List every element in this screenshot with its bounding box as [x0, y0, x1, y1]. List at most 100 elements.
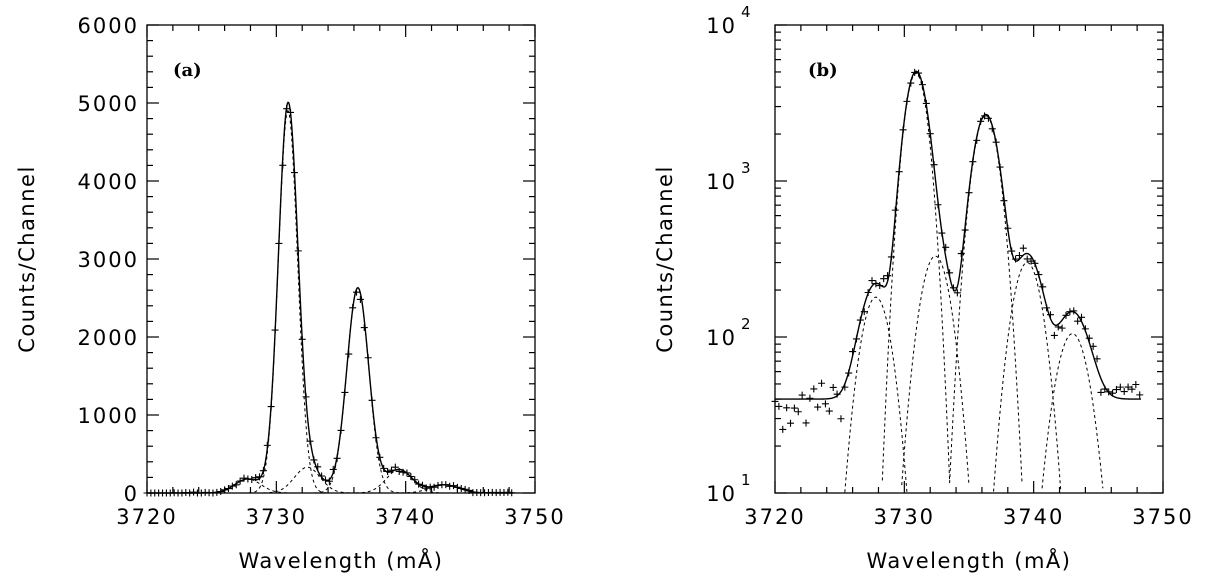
- panel-a-data-point: [290, 169, 298, 177]
- panel-b-data-point: [872, 280, 880, 288]
- panel-a-data-point: [368, 396, 376, 404]
- panel-a-data-point: [240, 474, 248, 482]
- panel-b-data-point: [1074, 317, 1082, 325]
- panel-a-data-point: [384, 467, 392, 475]
- panel-b-data-point: [891, 206, 899, 214]
- panel-b-data-point: [1027, 257, 1035, 265]
- panel-a-data-point: [186, 489, 194, 497]
- panel-b-component-curve-2: [881, 72, 951, 481]
- panel-a-data-point: [228, 482, 236, 490]
- panel-a-data-point: [415, 480, 423, 488]
- panel-a-data-point: [314, 463, 322, 471]
- panel-a-data-point: [263, 441, 271, 449]
- panel-b-component-curve-6: [1041, 333, 1104, 489]
- panel-a-data-point: [279, 161, 287, 169]
- panel-b-component-curve-1: [844, 296, 908, 493]
- panel-a-data-point: [298, 335, 306, 343]
- panel-b-data-point: [775, 402, 783, 410]
- panel-b-data-point: [794, 408, 802, 416]
- panel-b-y-tick-exponent: 3: [741, 159, 751, 177]
- panel-b-data-point: [864, 289, 872, 297]
- panel-b-data-point: [981, 112, 989, 120]
- panel-b-ticks: [774, 24, 1164, 494]
- panel-a-y-tick-label: 2000: [78, 326, 139, 350]
- panel-a-data-point: [418, 481, 426, 489]
- panel-b-data-point: [1046, 311, 1054, 319]
- panel-b-data-point: [779, 425, 787, 433]
- panel-b-data-point: [806, 394, 814, 402]
- panel-a-data-point: [321, 476, 329, 484]
- panel-b-data-point: [825, 407, 833, 415]
- panel-a-component-curve-5: [355, 469, 443, 494]
- panel-a-data-point: [329, 465, 337, 473]
- panel-b-data-point: [1019, 244, 1027, 252]
- panel-a-data-point: [356, 295, 364, 303]
- panel-b-data-point: [810, 385, 818, 393]
- panel-b-data-point: [977, 117, 985, 125]
- panel-a-data-point: [403, 469, 411, 477]
- panel-b-data-point: [1058, 324, 1066, 332]
- panel-a-labels: 3720 3730 3740 3750 0 1000 2000 3000 4000 5000 600…: [78, 14, 564, 529]
- panel-a-data-point: [376, 453, 384, 461]
- panel-a-data-point: [341, 388, 349, 396]
- panel-b-data-point: [1031, 259, 1039, 267]
- panel-b-data-point: [938, 229, 946, 237]
- panel-b-data-point: [1054, 323, 1062, 331]
- panel-a-data-point: [422, 484, 430, 492]
- panel-a-data-point: [453, 483, 461, 491]
- panel-a-y-tick-label: 3000: [78, 248, 139, 272]
- panel-b-data-point: [1000, 197, 1008, 205]
- panel-b-data-point: [887, 253, 895, 261]
- panel-a-data-point: [318, 472, 326, 480]
- panel-a-data-point: [224, 485, 232, 493]
- panel-a-data-point: [294, 247, 302, 255]
- panel-b-y-tick-label: 10: [706, 14, 737, 38]
- panel-b-data-point: [818, 379, 826, 387]
- panel-a-x-tick-label: 3720: [116, 505, 177, 529]
- panel-a-data-point: [197, 489, 205, 497]
- panel-a-data-point: [380, 464, 388, 472]
- panel-a-data-point: [360, 324, 368, 332]
- panel-b-data-points: [771, 68, 1144, 433]
- panel-b-component-curve-4: [949, 114, 1023, 484]
- panel-b-total-fit-line: [775, 70, 1142, 400]
- panel-b-x-tick-label: 3720: [744, 505, 805, 529]
- panel-a-data-point: [411, 476, 419, 484]
- panel-b-data-point: [1070, 307, 1078, 315]
- panel-a-x-tick-label: 3740: [375, 505, 436, 529]
- panel-b-data-point: [787, 419, 795, 427]
- panel-b-data-point: [973, 136, 981, 144]
- panel-b-data-point: [1097, 388, 1105, 396]
- panel-b-x-axis-title: Wavelength (mÅ): [867, 547, 1072, 573]
- panel-a-data-point: [213, 488, 221, 496]
- panel-b-data-point: [1120, 388, 1128, 396]
- panel-a-data-point: [337, 426, 345, 434]
- panel-b-data-point: [790, 404, 798, 412]
- panel-b-data-point: [1023, 255, 1031, 263]
- panel-b-data-point: [1093, 355, 1101, 363]
- panel-a-component-curve-4: [314, 287, 402, 494]
- panel-b-data-point: [1050, 331, 1058, 339]
- panel-b-frame: [774, 24, 1164, 494]
- panel-b-data-point: [802, 419, 810, 427]
- panel-b-data-point: [988, 125, 996, 133]
- panel-b-data-point: [1081, 325, 1089, 333]
- panel-b-data-point: [884, 272, 892, 280]
- panel-b-data-point: [1109, 389, 1117, 397]
- panel-b-data-point: [946, 269, 954, 277]
- panel-a-data-point: [395, 467, 403, 475]
- panel-b-data-point: [856, 316, 864, 324]
- panel-b-data-point: [841, 383, 849, 391]
- panel-b-data-point: [1089, 342, 1097, 350]
- panel-b-label: (b): [808, 60, 838, 81]
- panel-b-data-point: [849, 348, 857, 356]
- panel-b-x-tick-label: 3740: [1003, 505, 1064, 529]
- panel-a-data-point: [391, 463, 399, 471]
- panel-a-total-fit-line: [147, 101, 514, 494]
- panel-a-data-point: [267, 403, 275, 411]
- panel-a-ticks: [146, 24, 536, 494]
- panel-b-y-tick-label: 10: [706, 326, 737, 350]
- panel-a-y-tick-label: 4000: [78, 170, 139, 194]
- panel-a-data-point: [372, 434, 380, 442]
